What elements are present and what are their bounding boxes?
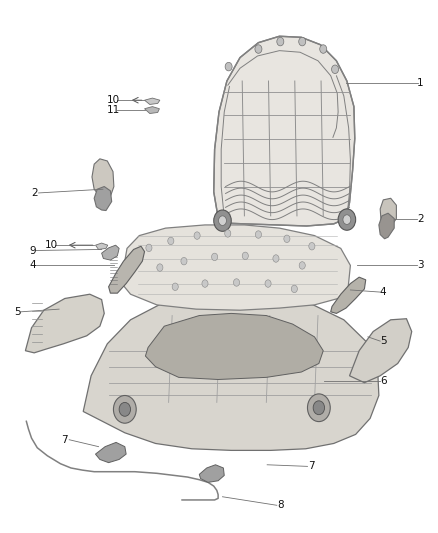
Polygon shape [92, 159, 114, 201]
Circle shape [320, 45, 327, 53]
Polygon shape [95, 243, 108, 249]
Circle shape [332, 65, 339, 74]
Text: 8: 8 [277, 500, 284, 510]
Circle shape [273, 255, 279, 262]
Circle shape [313, 401, 325, 415]
Text: 6: 6 [380, 376, 387, 386]
Circle shape [146, 244, 152, 252]
Circle shape [157, 264, 163, 271]
Circle shape [299, 37, 306, 46]
Circle shape [284, 235, 290, 243]
Circle shape [214, 210, 231, 231]
Circle shape [119, 402, 131, 416]
Circle shape [219, 216, 226, 225]
Text: 2: 2 [417, 214, 424, 223]
Circle shape [225, 230, 231, 237]
Circle shape [255, 45, 262, 53]
Circle shape [338, 209, 356, 230]
Polygon shape [122, 225, 350, 310]
Text: 10: 10 [45, 240, 58, 250]
Text: 5: 5 [380, 336, 387, 346]
Text: 7: 7 [61, 435, 68, 445]
Circle shape [233, 279, 240, 286]
Circle shape [202, 280, 208, 287]
Circle shape [299, 262, 305, 269]
Circle shape [265, 280, 271, 287]
Text: 5: 5 [14, 307, 21, 317]
Circle shape [255, 231, 261, 238]
Polygon shape [145, 313, 323, 379]
Polygon shape [379, 213, 394, 239]
Circle shape [181, 257, 187, 265]
Circle shape [309, 243, 315, 250]
Text: 10: 10 [106, 95, 120, 105]
Polygon shape [331, 277, 366, 313]
Polygon shape [95, 442, 126, 463]
Circle shape [343, 215, 351, 224]
Text: 4: 4 [380, 287, 387, 297]
Polygon shape [350, 319, 412, 383]
Polygon shape [109, 246, 145, 293]
Polygon shape [94, 187, 112, 211]
Circle shape [277, 37, 284, 46]
Circle shape [242, 252, 248, 260]
Text: 2: 2 [32, 188, 39, 198]
Circle shape [172, 283, 178, 290]
Circle shape [113, 395, 136, 423]
Polygon shape [25, 294, 104, 353]
Text: 7: 7 [307, 462, 314, 471]
Text: 9: 9 [29, 246, 36, 255]
Circle shape [307, 394, 330, 422]
Circle shape [212, 253, 218, 261]
Text: 1: 1 [417, 78, 424, 87]
Circle shape [168, 237, 174, 245]
Circle shape [225, 62, 232, 71]
Text: 4: 4 [29, 261, 36, 270]
Polygon shape [380, 198, 396, 228]
Polygon shape [199, 465, 224, 482]
Polygon shape [102, 245, 119, 260]
Circle shape [194, 232, 200, 239]
Polygon shape [145, 107, 159, 114]
Text: 3: 3 [417, 261, 424, 270]
Circle shape [291, 285, 297, 293]
Polygon shape [145, 98, 160, 104]
Polygon shape [83, 294, 379, 450]
Polygon shape [214, 36, 355, 226]
Text: 11: 11 [106, 106, 120, 115]
